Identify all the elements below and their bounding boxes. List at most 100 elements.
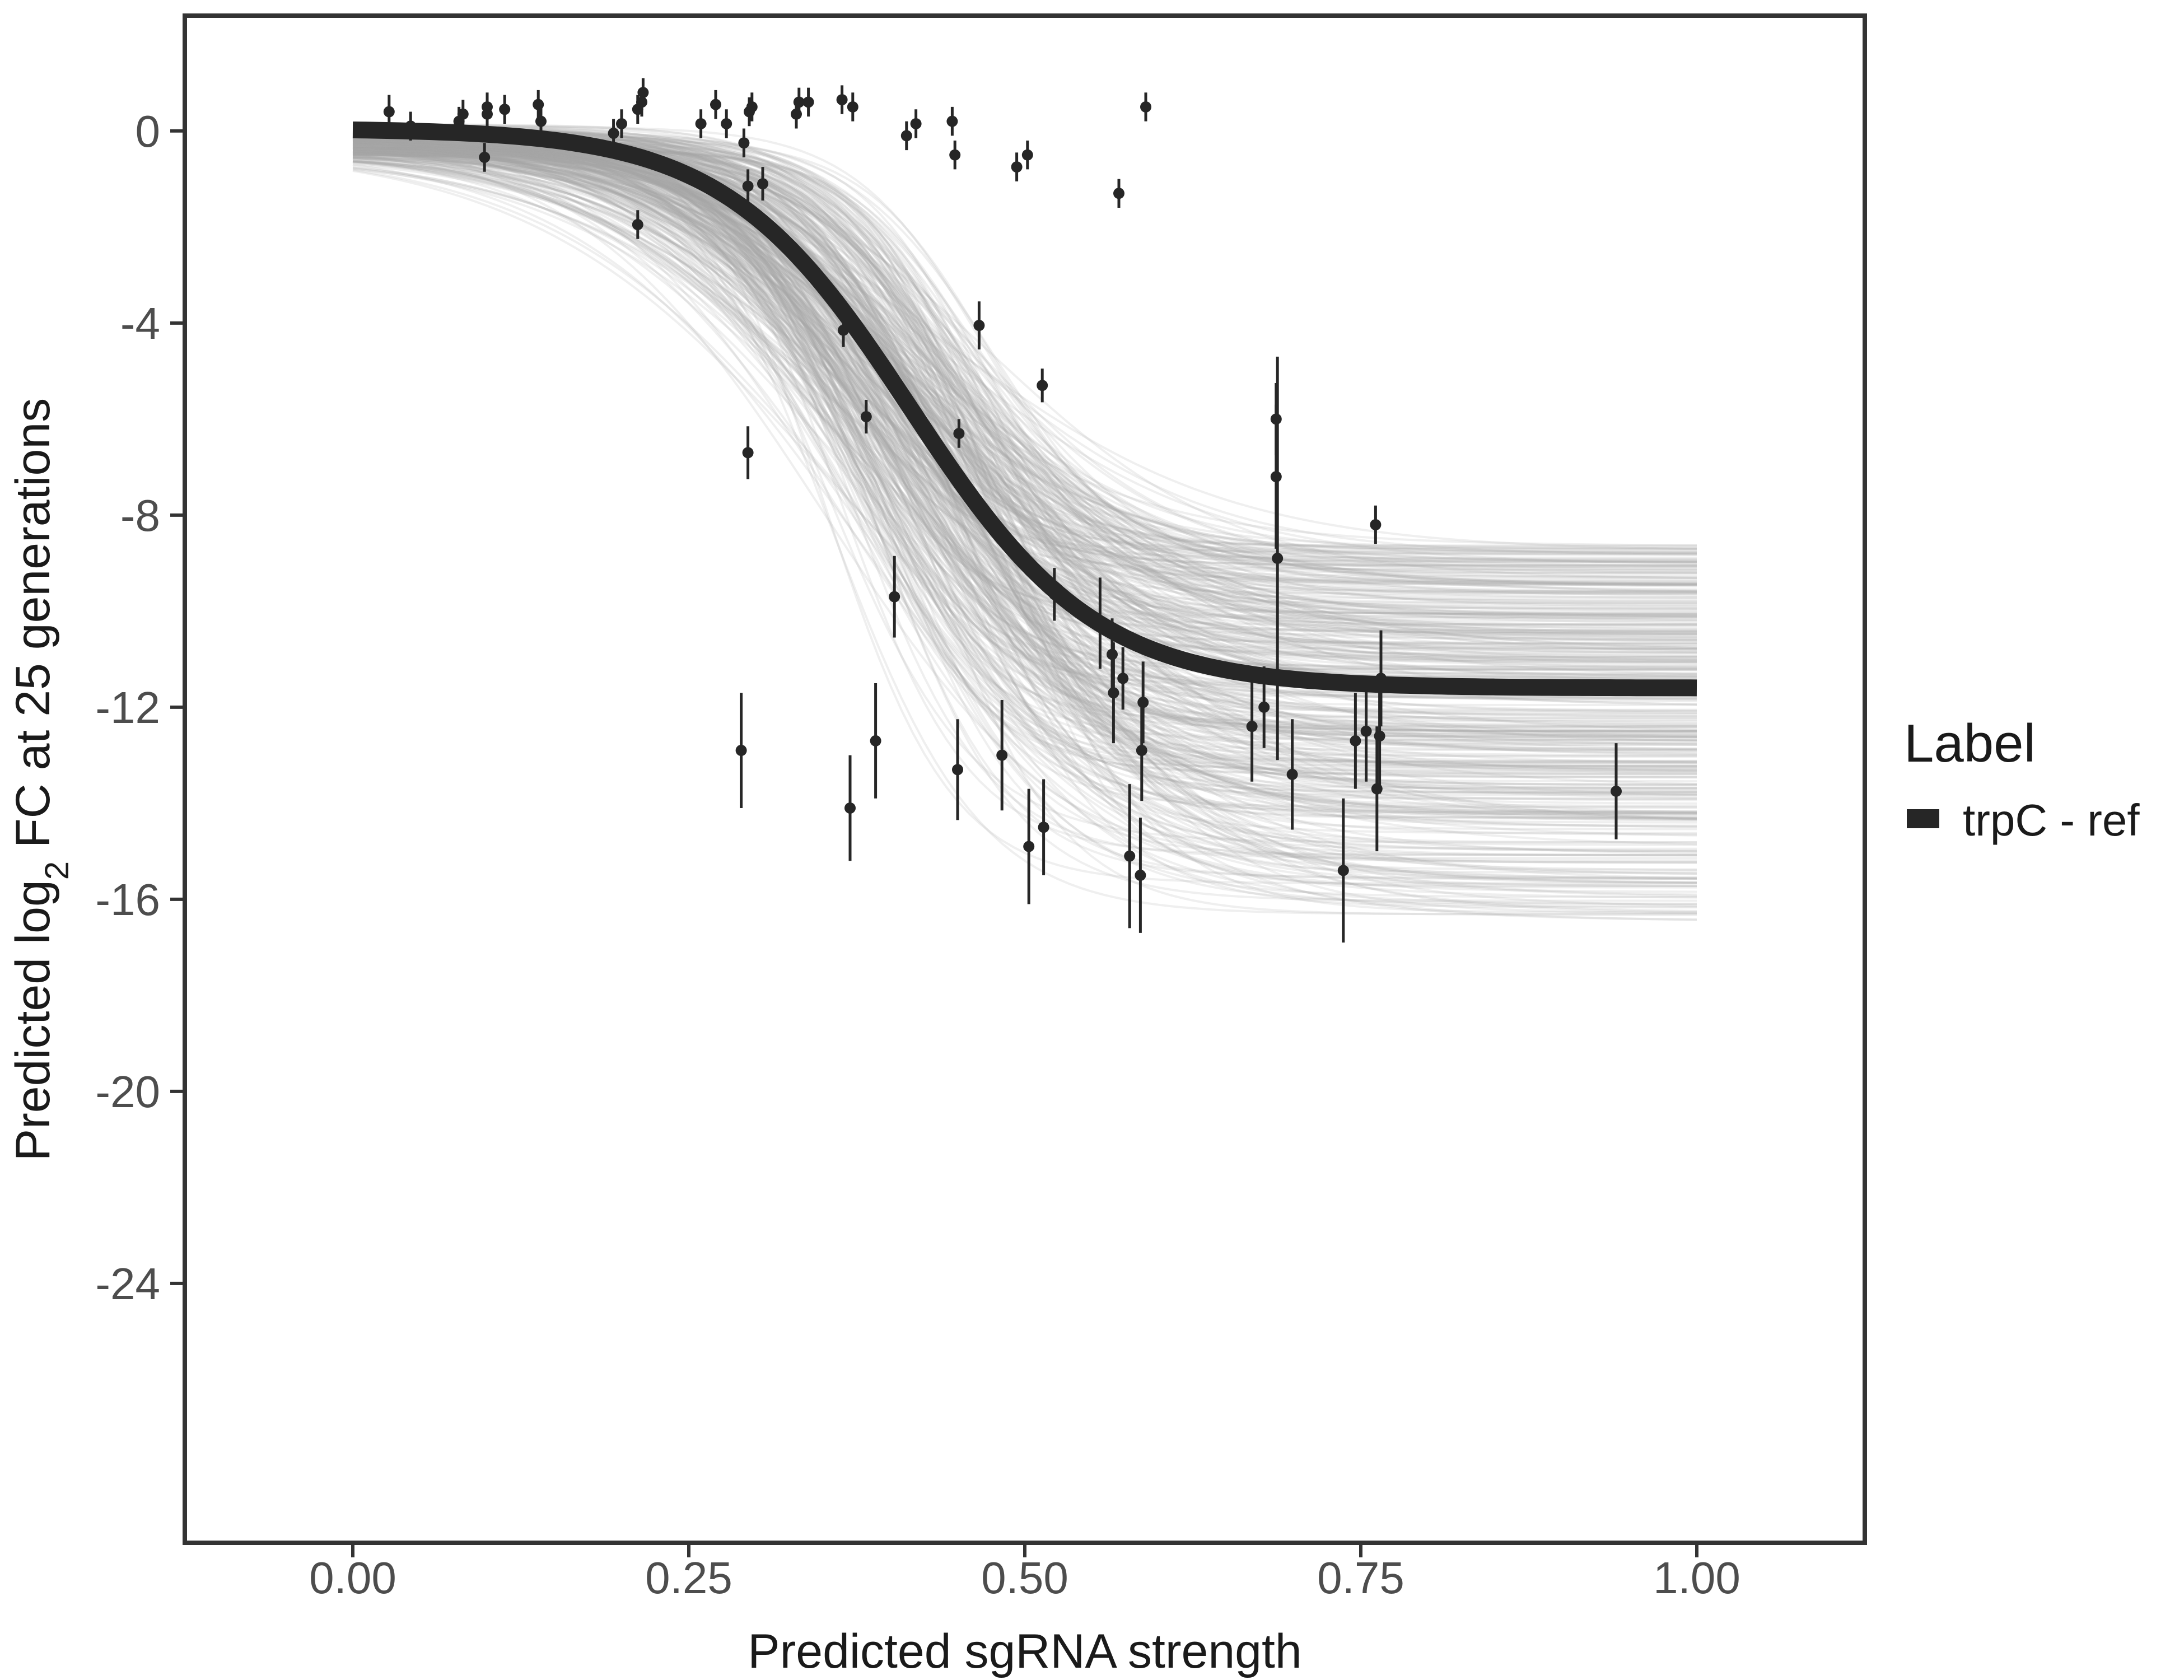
posterior-draw-line xyxy=(352,140,1697,698)
point-marker xyxy=(1375,673,1387,684)
posterior-draw-line xyxy=(352,152,1697,846)
point-marker xyxy=(742,180,754,192)
x-axis-title: Predicted sgRNA strength xyxy=(748,1625,1302,1678)
posterior-draw-line xyxy=(352,151,1697,814)
posterior-draw-line xyxy=(352,155,1697,642)
posterior-draw-line xyxy=(352,154,1697,588)
posterior-draw-line xyxy=(352,137,1697,772)
posterior-draw-line xyxy=(352,124,1697,661)
posterior-draw-line xyxy=(352,134,1697,650)
posterior-draw-line xyxy=(352,154,1697,603)
posterior-draw-line xyxy=(352,129,1697,736)
data-point xyxy=(946,106,958,136)
posterior-draw-line xyxy=(352,139,1697,905)
posterior-draw-line xyxy=(352,141,1697,908)
posterior-draw-line xyxy=(353,125,1697,548)
posterior-draw-line xyxy=(352,148,1697,556)
x-tick-label: 0.50 xyxy=(981,1553,1068,1603)
posterior-draw-line xyxy=(352,131,1697,563)
posterior-draw-line xyxy=(352,153,1697,556)
point-marker xyxy=(996,749,1008,761)
point-marker xyxy=(946,115,958,127)
posterior-draw-line xyxy=(352,143,1697,875)
data-point xyxy=(710,90,721,119)
posterior-draw-line xyxy=(352,145,1697,814)
point-marker xyxy=(608,128,619,139)
point-marker xyxy=(1286,768,1298,780)
posterior-draw-line xyxy=(352,154,1697,879)
posterior-draw-line xyxy=(352,150,1697,801)
posterior-draw-line xyxy=(352,153,1697,857)
posterior-draw-line xyxy=(352,147,1697,563)
posterior-draw-line xyxy=(352,141,1697,670)
posterior-draw-line xyxy=(352,143,1697,638)
point-marker xyxy=(1108,687,1119,699)
point-marker xyxy=(738,137,750,149)
posterior-draw-line xyxy=(352,152,1697,547)
point-marker xyxy=(457,108,469,120)
posterior-draw-line xyxy=(352,143,1697,880)
point-marker xyxy=(1350,735,1361,746)
posterior-draw-line xyxy=(353,127,1697,797)
point-marker xyxy=(1117,673,1129,684)
legend-key-swatch xyxy=(1907,809,1939,828)
posterior-draw-line xyxy=(352,145,1697,732)
posterior-draw-line xyxy=(352,153,1697,899)
data-point xyxy=(457,100,469,129)
posterior-draw-line xyxy=(352,128,1697,815)
posterior-draw-line xyxy=(352,140,1697,921)
posterior-draw-line xyxy=(352,145,1697,887)
posterior-draw-line xyxy=(353,124,1697,626)
posterior-draw-line xyxy=(352,145,1697,652)
posterior-draw-line xyxy=(352,163,1697,921)
posterior-draw-line xyxy=(352,141,1697,592)
data-point xyxy=(952,719,963,820)
data-point xyxy=(757,167,768,201)
point-marker xyxy=(735,745,747,757)
posterior-draw-line xyxy=(352,146,1697,790)
data-point xyxy=(482,92,493,122)
posterior-draw-line xyxy=(352,132,1697,579)
data-point xyxy=(742,169,754,203)
data-point xyxy=(721,109,732,138)
posterior-draw-line xyxy=(353,147,1697,732)
point-marker xyxy=(952,764,963,776)
posterior-draw-line xyxy=(352,160,1697,751)
posterior-draw-line xyxy=(352,136,1697,732)
posterior-draw-line xyxy=(352,137,1697,912)
posterior-draw-line xyxy=(352,153,1697,641)
point-marker xyxy=(1370,519,1382,530)
posterior-draw-line xyxy=(352,157,1697,597)
posterior-draw-line xyxy=(352,128,1697,551)
posterior-draw-line xyxy=(352,148,1697,679)
posterior-draw-line xyxy=(352,154,1697,651)
data-point xyxy=(383,95,395,129)
posterior-draw-line xyxy=(352,159,1697,771)
posterior-draw-line xyxy=(352,133,1697,739)
point-marker xyxy=(535,115,547,127)
point-marker xyxy=(1140,101,1151,113)
posterior-draw-line xyxy=(352,151,1697,850)
posterior-draw-line xyxy=(352,147,1697,567)
y-tick-label: -12 xyxy=(95,683,160,732)
point-marker xyxy=(742,447,754,459)
posterior-draw-line xyxy=(352,152,1697,574)
posterior-draw-line xyxy=(352,149,1697,764)
data-point xyxy=(499,95,511,124)
data-point xyxy=(608,119,619,148)
point-marker xyxy=(1246,721,1258,732)
posterior-draw-line xyxy=(352,145,1697,643)
posterior-draw-line xyxy=(352,147,1697,899)
posterior-draw-line xyxy=(352,141,1697,636)
posterior-draw-line xyxy=(352,144,1697,657)
posterior-draw-line xyxy=(353,148,1697,668)
posterior-draw-line xyxy=(352,126,1697,764)
posterior-draw-line xyxy=(353,123,1697,763)
posterior-draw-line xyxy=(352,149,1697,651)
posterior-draw-line xyxy=(352,142,1697,670)
posterior-draw-line xyxy=(352,125,1697,795)
posterior-draw-line xyxy=(352,145,1697,567)
point-marker xyxy=(1135,870,1146,881)
posterior-draw-line xyxy=(352,170,1697,799)
posterior-draw-line xyxy=(352,142,1697,605)
